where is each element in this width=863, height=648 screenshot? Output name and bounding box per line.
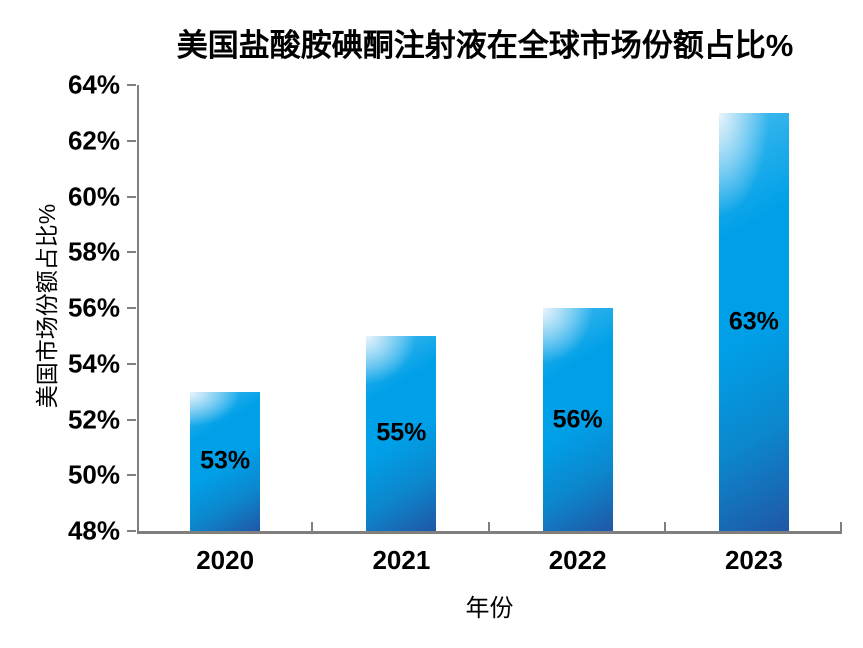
- y-tick-label: 64%: [67, 69, 120, 100]
- x-axis-tick: [840, 522, 842, 531]
- y-tick-label: 50%: [67, 459, 120, 490]
- x-axis-line: [137, 531, 842, 534]
- x-axis-tick: [663, 522, 666, 531]
- y-axis-tick: [127, 84, 136, 86]
- plot-area: 48% 50% 52% 54% 56% 58% 60% 62% 64% 53% 2020 55% 202…: [68, 70, 842, 575]
- x-axis-tick: [487, 522, 490, 531]
- y-axis-tick: [127, 418, 136, 421]
- x-tick-label-2023: 2023: [724, 545, 783, 575]
- y-tick-label: 60%: [67, 181, 120, 211]
- bar-2023: 63%: [718, 112, 789, 531]
- bar-value-label: 55%: [376, 418, 427, 447]
- y-axis-tick: [127, 195, 136, 198]
- x-axis-title: 年份: [465, 595, 514, 622]
- x-tick-label-2021: 2021: [372, 545, 431, 575]
- bar-2021: 55%: [366, 335, 437, 531]
- bar-value-label: 56%: [552, 405, 603, 433]
- y-tick-label: 54%: [67, 348, 120, 379]
- chart-title: 美国盐酸胺碘酮注射液在全球市场份额占比%: [176, 28, 794, 63]
- bar-value-label: 53%: [200, 446, 251, 475]
- y-axis-tick: [127, 307, 136, 309]
- y-axis-tick: [127, 530, 136, 532]
- x-tick-label-2020: 2020: [196, 545, 255, 575]
- y-axis-title: 美国市场份额占比%: [34, 203, 60, 409]
- y-tick-label: 56%: [67, 292, 120, 323]
- y-axis-tick: [127, 139, 136, 142]
- x-tick-label-2022: 2022: [548, 545, 607, 575]
- y-axis-tick: [127, 251, 136, 254]
- bar-2022: 56%: [542, 308, 613, 531]
- y-tick-label: 52%: [67, 404, 120, 434]
- bar-value-label: 63%: [728, 307, 779, 336]
- y-tick-label: 48%: [67, 515, 120, 546]
- y-tick-label: 62%: [67, 125, 120, 156]
- y-axis-tick: [127, 362, 136, 365]
- y-axis-line: [137, 85, 139, 534]
- y-tick-label: 58%: [67, 236, 120, 267]
- x-axis-tick: [311, 522, 314, 531]
- bar-2020: 53%: [190, 391, 261, 531]
- y-axis-tick: [127, 474, 136, 477]
